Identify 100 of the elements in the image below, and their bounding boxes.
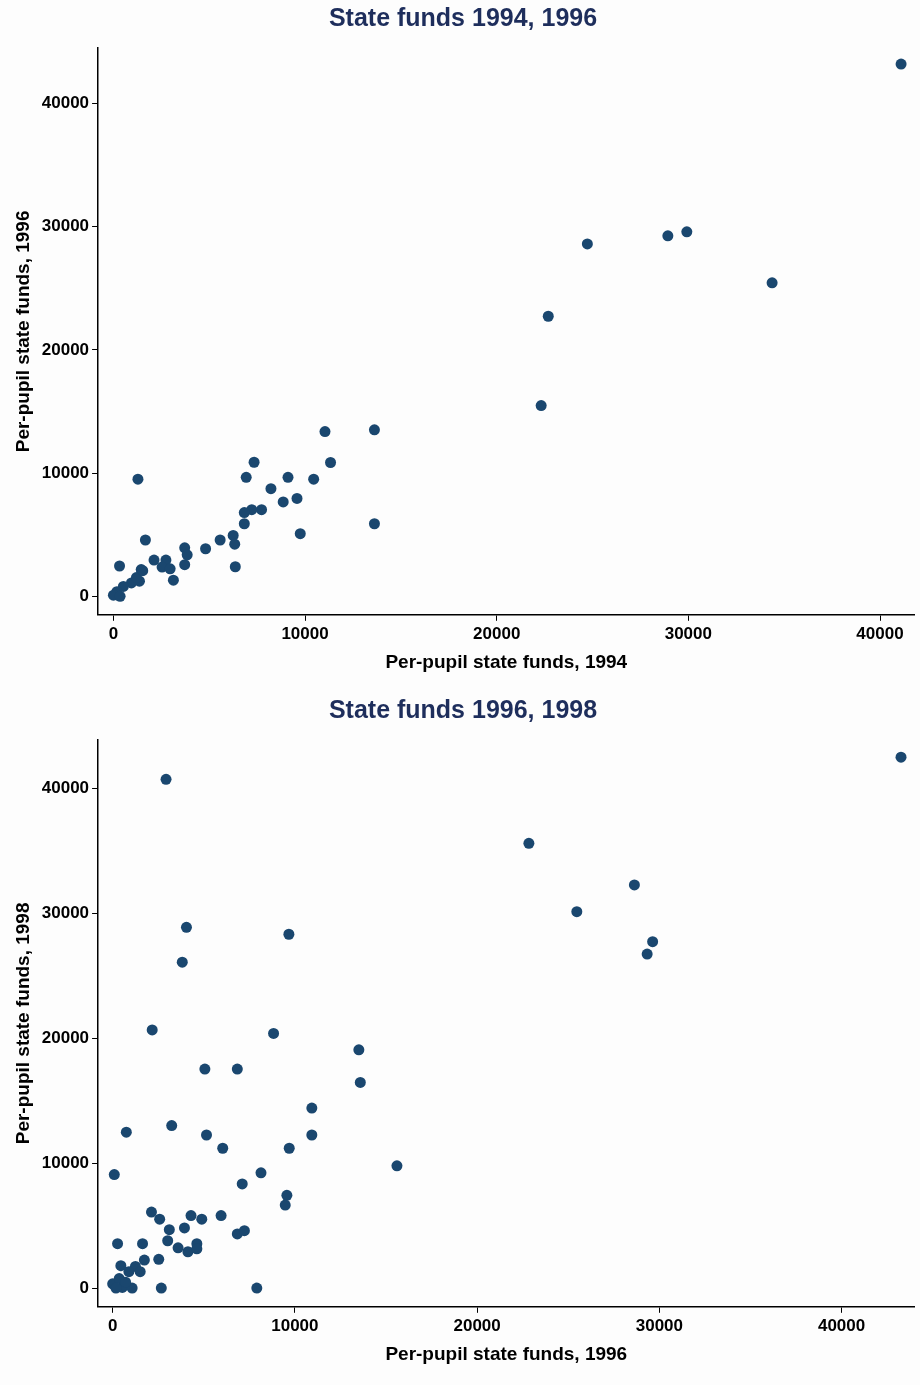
point [306, 1129, 318, 1141]
y-tick-label: 40000 [41, 93, 90, 113]
point [282, 471, 294, 483]
x-tick-label: 40000 [817, 1315, 866, 1335]
chart-title: State funds 1994, 1996 [328, 2, 598, 31]
point [268, 1027, 280, 1039]
point [581, 238, 593, 250]
x-tick-label: 0 [107, 1315, 118, 1335]
y-tick-label: 20000 [41, 1028, 90, 1048]
y-axis-title: Per-pupil state funds, 1998 [11, 902, 33, 1145]
x-axis-title: Per-pupil state funds, 1994 [385, 650, 628, 672]
point [281, 1189, 293, 1201]
point [277, 496, 289, 508]
point [146, 1024, 158, 1036]
x-tick-label: 10000 [281, 623, 329, 643]
y-tick-label: 40000 [41, 778, 90, 798]
chart-title: State funds 1996, 1998 [328, 694, 598, 723]
point [294, 528, 306, 540]
point [114, 560, 126, 572]
point [163, 1224, 175, 1236]
point [283, 1142, 295, 1154]
point [180, 921, 192, 933]
point [166, 1120, 178, 1132]
y-axis-title: Per-pupil state funds, 1996 [11, 210, 33, 453]
point [108, 1169, 120, 1181]
point [766, 277, 778, 289]
point [238, 507, 250, 519]
point [179, 559, 191, 571]
point [155, 1282, 167, 1294]
point [123, 1266, 135, 1278]
point [182, 1246, 194, 1258]
point [662, 230, 674, 242]
point [154, 1213, 166, 1225]
x-tick-label: 0 [108, 623, 119, 643]
point [542, 310, 554, 322]
point [201, 1129, 213, 1141]
point [308, 473, 320, 485]
point [255, 1167, 267, 1179]
point [279, 1199, 291, 1211]
point [176, 956, 188, 968]
point [214, 534, 226, 546]
point [628, 879, 640, 891]
y-tick-label: 20000 [41, 339, 90, 359]
point [256, 504, 268, 516]
x-tick-label: 10000 [271, 1315, 319, 1335]
y-tick-label: 10000 [41, 462, 90, 482]
point [248, 456, 260, 468]
point [368, 518, 380, 530]
point [236, 1178, 248, 1190]
point [162, 1235, 174, 1247]
point [167, 574, 179, 586]
point [291, 492, 303, 504]
point [306, 1102, 318, 1114]
point [200, 543, 212, 555]
point [145, 1206, 157, 1218]
point [251, 1282, 263, 1294]
point [112, 1238, 124, 1250]
point [353, 1044, 365, 1056]
point [160, 773, 172, 785]
point [238, 518, 250, 530]
point [115, 1260, 127, 1272]
point [265, 483, 277, 495]
point [231, 1063, 243, 1075]
point [164, 563, 176, 575]
point [229, 538, 241, 550]
point [199, 1063, 211, 1075]
point [181, 549, 193, 561]
point [535, 400, 547, 412]
point [139, 534, 151, 546]
x-tick-label: 40000 [856, 623, 904, 643]
y-tick-label: 0 [79, 1277, 90, 1297]
point [132, 473, 144, 485]
point [120, 1126, 132, 1138]
point [229, 561, 241, 573]
point [895, 751, 907, 763]
point [283, 928, 295, 940]
x-tick-label: 30000 [635, 1315, 684, 1335]
y-tick-label: 30000 [41, 216, 90, 236]
point [217, 1142, 229, 1154]
point [215, 1210, 227, 1222]
point [895, 58, 907, 70]
point [196, 1213, 208, 1225]
point [523, 837, 535, 849]
point [641, 948, 653, 960]
point [134, 1266, 146, 1278]
x-axis-title: Per-pupil state funds, 1996 [385, 1342, 628, 1364]
y-tick-label: 10000 [41, 1152, 90, 1172]
point [137, 1238, 149, 1250]
point [681, 226, 693, 238]
point [185, 1210, 197, 1222]
point [571, 906, 583, 918]
point [368, 424, 380, 436]
point [172, 1242, 184, 1254]
point [238, 1225, 250, 1237]
point [148, 554, 160, 566]
point [354, 1076, 366, 1088]
point [319, 426, 331, 438]
point [138, 1254, 150, 1266]
point [325, 457, 337, 468]
point [647, 936, 659, 948]
